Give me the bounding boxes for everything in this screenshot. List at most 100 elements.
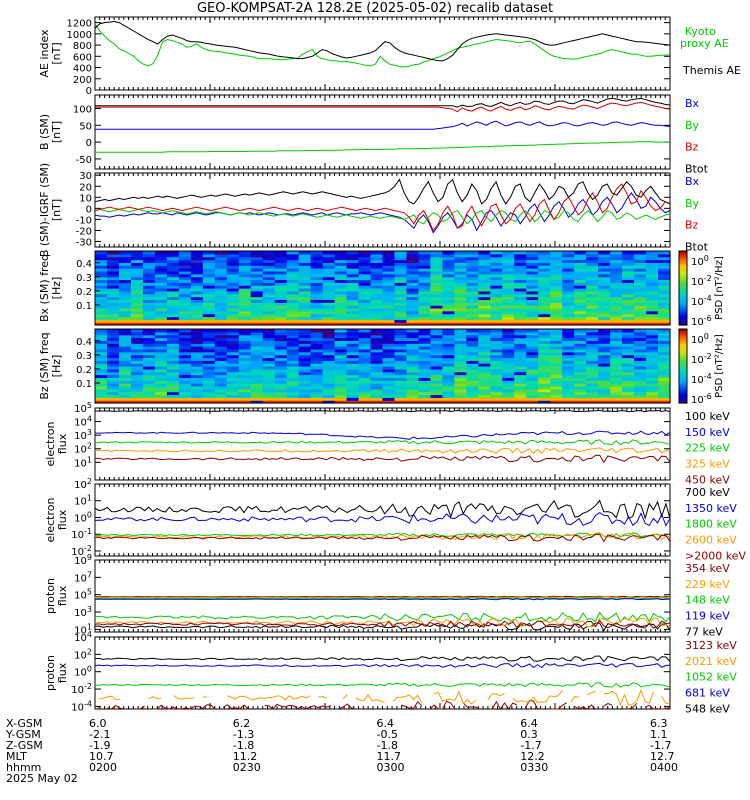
spec_bz-cell	[430, 368, 443, 373]
spec_bx-cell	[586, 285, 599, 289]
spec_bx-cell	[286, 262, 300, 266]
spec_bz-cell	[490, 329, 503, 333]
spec_bz-cell	[514, 383, 527, 387]
spec_bz-cell	[226, 351, 240, 356]
footer-value-hhmm: 0300	[376, 761, 405, 774]
spec_bx-cell	[250, 265, 264, 269]
spec_bx-cell	[598, 282, 611, 286]
spec_bx-cell	[202, 319, 216, 323]
spec_bz-cell	[514, 374, 527, 378]
spec_bx-cell	[262, 285, 276, 289]
spec_bz-cell	[454, 329, 467, 333]
spec_bx-cell	[322, 285, 336, 289]
spec_bx-cell	[526, 256, 539, 261]
spec_bx-cell	[106, 270, 120, 275]
footer-value-x: 6.4	[520, 717, 538, 730]
spec_bz-cell	[130, 374, 144, 378]
spec_bx-cell	[490, 256, 503, 261]
spec_bz-colorbar-tick: 10-2	[691, 352, 712, 366]
spec_bx-cell	[502, 251, 515, 255]
spec_bx-cell	[142, 302, 156, 306]
spec_bz-cell	[190, 329, 204, 333]
spec_bz-cell	[346, 388, 360, 393]
spec_bz-cell	[502, 397, 515, 401]
spec_bx-cell	[346, 265, 360, 269]
spec_bz-cell	[166, 377, 180, 381]
spec_bz-cell	[202, 346, 216, 350]
spec_bx-cell	[250, 305, 264, 309]
spec_bx-cell	[634, 296, 647, 300]
spec_bx-cell	[598, 302, 611, 306]
spec_bz-cell	[178, 368, 192, 373]
spec_bz-cell	[178, 363, 192, 367]
spec_bx-cell	[322, 305, 336, 309]
spec_bx-cell	[550, 270, 563, 275]
spec_bx-cell	[310, 251, 324, 255]
spec_bx-cell	[166, 279, 180, 283]
spec_bx-cell	[238, 273, 252, 278]
spec_bx-cell	[322, 265, 336, 269]
spec_bx-cell	[466, 322, 479, 326]
spec_bx-cell	[154, 302, 168, 306]
spec_bx-cell	[502, 319, 515, 323]
footer-value-z: -1.7	[520, 739, 542, 752]
spec_bx-cell	[646, 276, 659, 281]
spec_bx-cell	[658, 296, 671, 300]
pflux_hi-series-2021-kev	[434, 690, 476, 705]
ae-series-kyoto-proxy-ae	[94, 23, 671, 68]
spec_bz-cell	[586, 363, 599, 367]
pflux_hi-series-3123-kev	[222, 704, 249, 710]
spec_bx-cell	[250, 270, 264, 275]
spec_bz-cell	[502, 400, 515, 404]
spec_bx-cell	[298, 290, 312, 295]
spec_bz-cell	[586, 357, 599, 361]
spec_bx-cell	[142, 299, 156, 303]
spec_bx-cell	[250, 279, 264, 283]
spec_bz-cell	[538, 340, 551, 344]
spec_bx-cell	[142, 268, 156, 272]
spec_bx-cell	[370, 256, 384, 261]
spec_bx-cell	[358, 282, 372, 286]
spec_bx-cell	[130, 288, 144, 292]
spec_bx-cell	[238, 313, 252, 318]
spec_bx-cell	[214, 316, 228, 320]
spec_bz-cell	[95, 388, 108, 393]
spec_bx-cell	[382, 307, 396, 312]
footer-value-mlt: 12.7	[650, 750, 675, 763]
spec_bz-cell	[658, 371, 671, 376]
pflux_hi-series-3123-kev	[400, 701, 423, 709]
spec_bx-cell	[106, 279, 120, 283]
spec_bx-cell	[154, 265, 168, 269]
footer-label-hhmm: hhmm	[6, 761, 42, 774]
spec_bx-cell	[406, 307, 420, 312]
spec_bz-cell	[526, 343, 539, 347]
spec_bx-cell	[106, 296, 120, 300]
spec_bz-cell	[562, 360, 575, 364]
spec_bx-cell	[95, 279, 108, 283]
spec_bx-cell	[202, 276, 216, 281]
spec_bx-cell	[562, 293, 575, 298]
spec_bz-cell	[358, 377, 372, 381]
spec_bz-cell	[514, 348, 527, 353]
spec_bz-cell	[418, 388, 432, 393]
spec_bx-cell	[394, 259, 408, 263]
spec_bz-cell	[346, 329, 360, 333]
spec_bz-cell	[226, 329, 240, 333]
bigrf-ytick-label: 0	[86, 204, 92, 215]
spec_bx-cell	[550, 262, 563, 266]
spec_bz-cell	[502, 363, 515, 367]
spec_bz-ylabel: Bz (SM) freq	[38, 332, 51, 399]
spec_bz-cell	[622, 329, 635, 333]
spec_bx-cell	[95, 288, 108, 292]
spec_bz-cell	[238, 351, 252, 356]
spec_bx-cell	[394, 273, 408, 278]
bsm-legend-bz: Bz	[685, 141, 699, 154]
eflux_lo-ytick-label: 102	[74, 442, 92, 456]
spec_bz-cell	[586, 368, 599, 373]
spec_bz-cell	[514, 329, 527, 333]
spec_bx-cell	[598, 285, 611, 289]
spec_bz-cell	[658, 334, 671, 339]
spec_bx-cell	[394, 305, 408, 309]
spec_bx-cell	[442, 307, 455, 312]
spec_bx-cell	[286, 290, 300, 295]
